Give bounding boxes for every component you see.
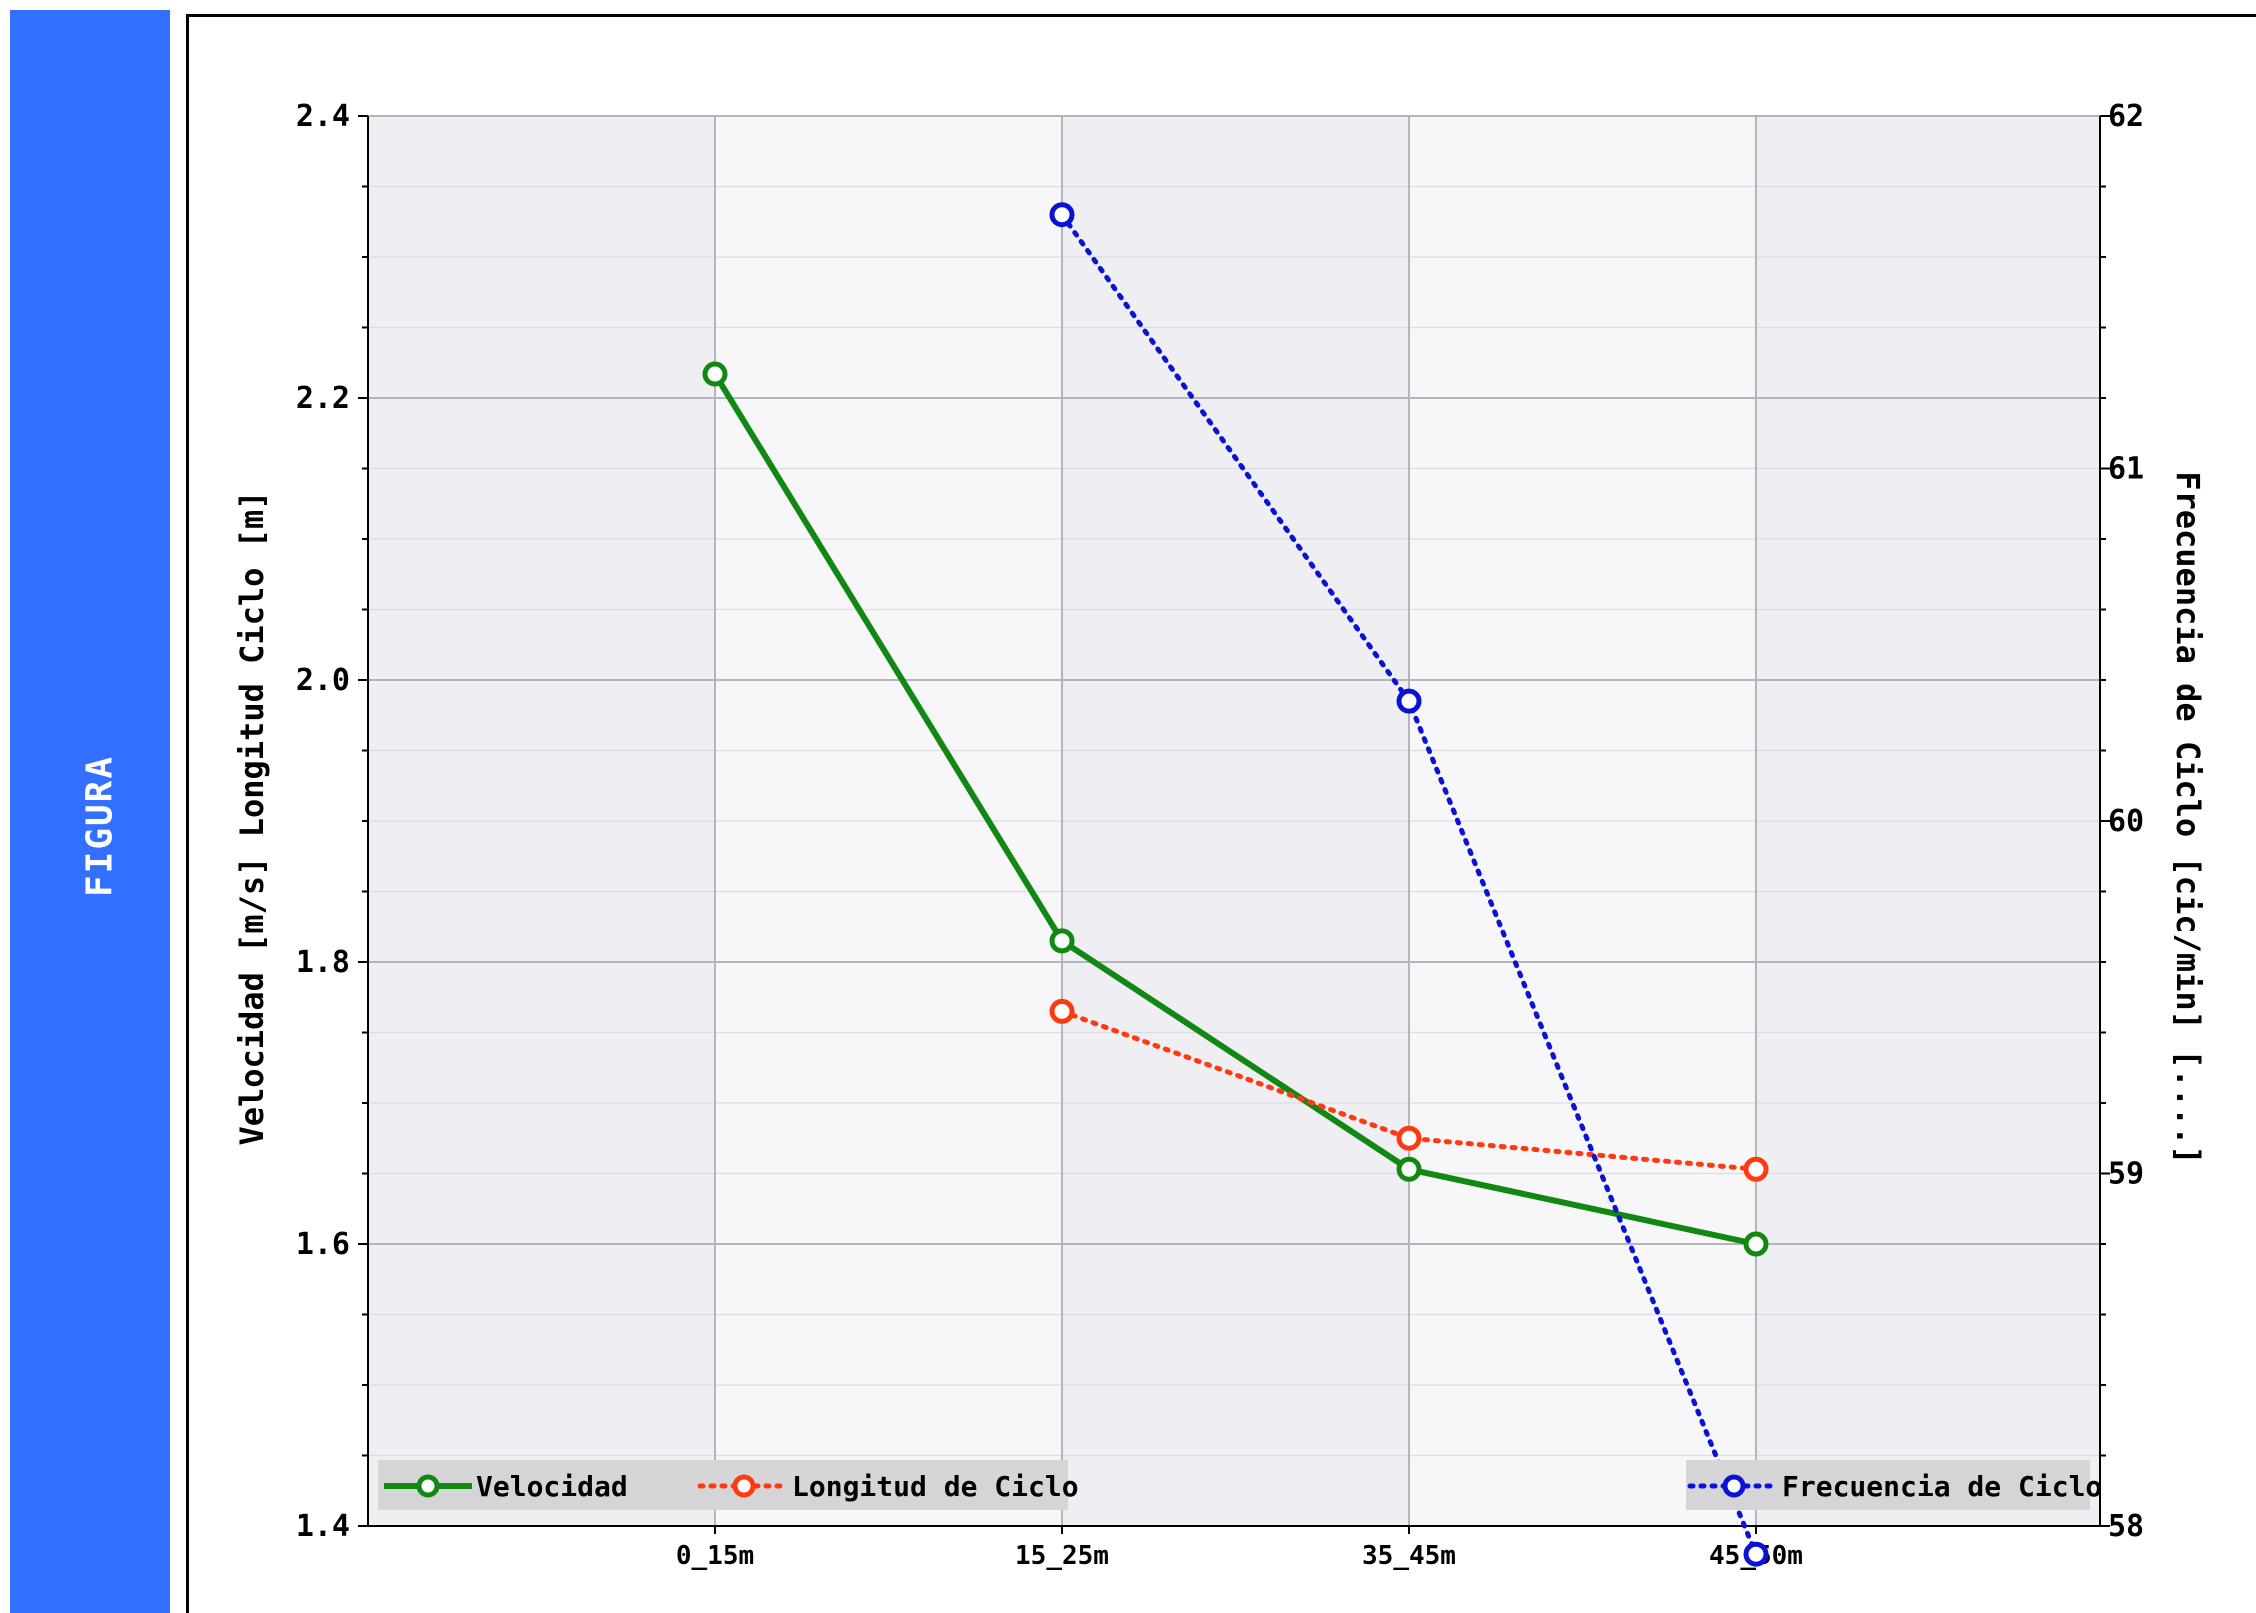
series-velocidad: [702, 361, 1769, 1257]
y-tick-label: 1.4: [296, 1509, 350, 1544]
series-line: [1059, 1008, 1759, 1172]
series-point: [1743, 1541, 1769, 1567]
series-point: [1743, 1231, 1769, 1257]
series-point: [1049, 998, 1075, 1024]
y-tick-label: 2.0: [296, 663, 350, 698]
x-tick-label: 35_45m: [1362, 1541, 1456, 1571]
y2-tick-label: 58: [2108, 1509, 2144, 1544]
series-longitud-de-ciclo: [1049, 998, 1769, 1182]
y2-tick-label: 62: [2108, 99, 2144, 134]
series-point: [1743, 1156, 1769, 1182]
legend: Velocidad Longitud de Ciclo Frecuencia de …: [378, 1460, 2102, 1510]
legend-entry: Longitud de Ciclo: [697, 1470, 1079, 1503]
series-point: [1049, 928, 1075, 954]
y2-tick-label: 59: [2108, 1157, 2144, 1192]
y2-axis-label: Frecuencia de Ciclo [cic/min] [....]: [2169, 471, 2207, 1165]
legend-marker: [1722, 1474, 1746, 1498]
y-axis-label: Velocidad [m/s] Longitud Ciclo [m]: [233, 490, 271, 1145]
x-tick-label: 0_15m: [676, 1541, 754, 1571]
series-line: [712, 372, 1757, 1247]
legend-label: Longitud de Ciclo: [792, 1470, 1079, 1503]
series-point: [1396, 688, 1422, 714]
figure-frame: [186, 14, 2256, 1613]
y2-tick-label: 60: [2108, 804, 2144, 839]
legend-label: Frecuencia de Ciclo: [1782, 1470, 2102, 1503]
series-point: [1396, 1156, 1422, 1182]
x-tick-label: 15_25m: [1015, 1541, 1109, 1571]
y-tick-label: 1.8: [296, 945, 350, 980]
series-point: [702, 361, 728, 387]
legend-label: Velocidad: [476, 1470, 628, 1503]
series-layer: [702, 202, 1769, 1567]
legend-entry: Velocidad: [384, 1470, 628, 1503]
axis-labels: Velocidad [m/s] Longitud Ciclo [m] Frecu…: [233, 471, 2207, 1165]
y-tick-label: 1.6: [296, 1227, 350, 1262]
legend-marker: [416, 1474, 440, 1498]
legend-entry: Frecuencia de Ciclo: [1687, 1470, 2102, 1503]
series-point: [1049, 202, 1075, 228]
sidebar-band: FIGURA: [10, 10, 170, 1613]
y-tick-label: 2.4: [296, 99, 350, 134]
plot-grid: [368, 115, 2100, 1527]
series-frecuencia-de-ciclo: [1049, 202, 1769, 1567]
legend-box-right: [1686, 1460, 2090, 1510]
y2-tick-label: 61: [2108, 452, 2144, 487]
legend-marker: [732, 1474, 756, 1498]
series-point: [1396, 1125, 1422, 1151]
y-tick-label: 2.2: [296, 381, 350, 416]
